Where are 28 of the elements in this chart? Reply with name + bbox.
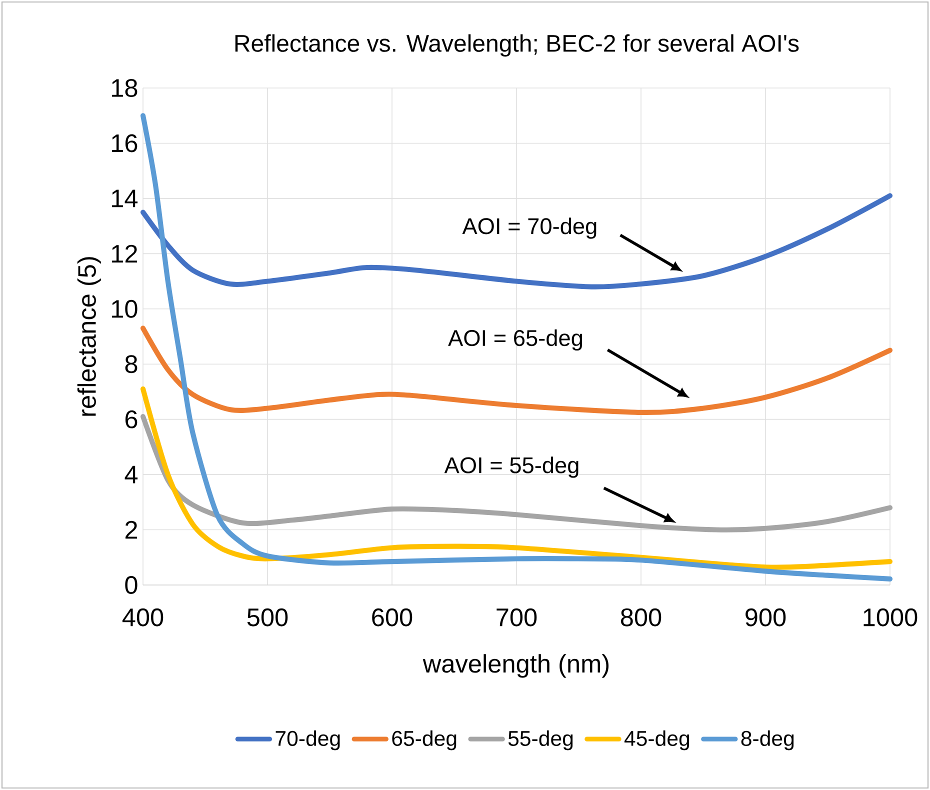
x-axis-title: wavelength (nm) — [422, 654, 609, 678]
x-tick-label: 1000 — [864, 608, 918, 626]
x-tick-label: 600 — [372, 608, 412, 626]
y-tick-label: 0 — [125, 576, 138, 594]
legend-label: 70-deg — [276, 730, 340, 750]
annotation: AOI = 65-deg — [448, 329, 582, 351]
x-tick-label: 400 — [122, 608, 164, 626]
legend-label: 55-deg — [508, 730, 573, 750]
y-tick-label: 8 — [125, 355, 138, 374]
x-tick-label: 700 — [496, 608, 537, 626]
y-tick-label: 10 — [112, 300, 138, 318]
y-tick-label: 4 — [124, 466, 138, 484]
legend-label: 65-deg — [392, 730, 456, 750]
y-tick-label: 16 — [112, 134, 138, 152]
legend-label: 45-deg — [624, 730, 690, 750]
y-tick-label: 6 — [125, 410, 138, 428]
y-tick-label: 2 — [125, 520, 138, 539]
y-tick-label: 14 — [112, 190, 138, 208]
x-tick-label: 800 — [620, 608, 662, 626]
chart-title: Reflectance vs. Wavelength; BEC-2 for several AOI's — [235, 34, 799, 57]
legend-label: 8-deg — [741, 730, 794, 750]
y-axis-title: reflectance (5) — [77, 257, 101, 416]
x-tick-label: 900 — [746, 608, 786, 626]
annotation: AOI = 55-deg — [444, 456, 578, 478]
y-tick-label: 12 — [112, 244, 138, 263]
annotation: AOI = 70-deg — [462, 218, 596, 239]
x-tick-label: 500 — [247, 608, 288, 626]
y-tick-label: 18 — [112, 79, 138, 97]
